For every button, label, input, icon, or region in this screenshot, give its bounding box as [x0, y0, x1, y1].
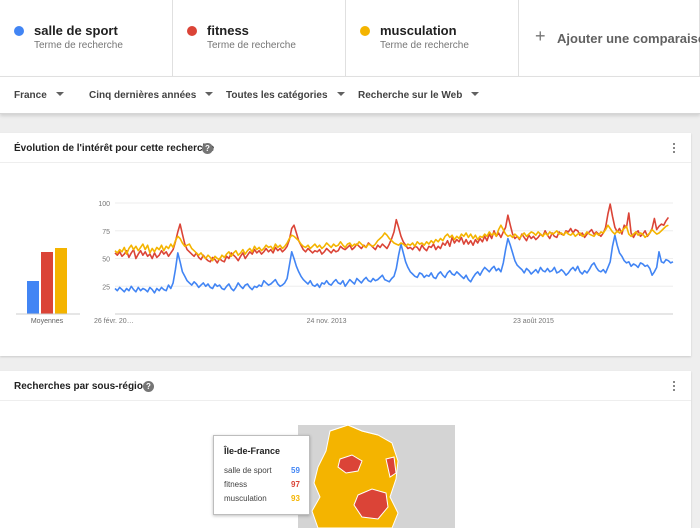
series-color-dot — [360, 26, 370, 36]
tooltip-row: fitness 97 — [224, 480, 304, 489]
map-border — [329, 424, 379, 436]
tooltip-row-value: 93 — [291, 494, 300, 503]
search-term-name: fitness — [207, 23, 249, 38]
chevron-down-icon — [205, 92, 214, 97]
search-term-musculation[interactable]: musculation Terme de recherche — [346, 0, 519, 76]
map-region-alsace[interactable] — [385, 456, 397, 478]
tooltip-row-value: 97 — [291, 480, 300, 489]
search-term-name: salle de sport — [34, 23, 118, 38]
tooltip-region-name: Île-de-France — [224, 446, 281, 456]
category-filter-dropdown[interactable]: Toutes les catégories — [226, 90, 345, 101]
average-bar — [55, 248, 67, 314]
region-filter-value: France — [14, 90, 47, 101]
y-tick-label: 25 — [102, 284, 110, 291]
series-color-dot — [14, 26, 24, 36]
tooltip-row-value: 59 — [291, 466, 300, 475]
add-comparison-button[interactable]: + Ajouter une comparaison — [519, 0, 700, 76]
interest-card-title: Évolution de l'intérêt pour cette recher… — [14, 143, 215, 154]
interest-over-time-card: Évolution de l'intérêt pour cette recher… — [0, 133, 691, 356]
series-line-salle-de-sport — [114, 234, 674, 294]
map-region-ile-de-france[interactable] — [337, 454, 363, 474]
add-comparison-label: Ajouter une comparaison — [557, 31, 700, 46]
period-filter-dropdown[interactable]: Cinq dernières années — [89, 90, 214, 101]
card-header: Recherches par sous-région ? — [0, 371, 691, 401]
average-bar — [41, 252, 53, 314]
search-terms-bar: salle de sport Terme de recherche fitnes… — [0, 0, 700, 76]
x-tick-label: 24 nov. 2013 — [307, 318, 347, 325]
region-filter-dropdown[interactable]: France — [14, 90, 64, 101]
tooltip-row: musculation 93 — [224, 494, 304, 503]
help-icon[interactable]: ? — [143, 381, 154, 392]
chevron-down-icon — [336, 92, 345, 97]
tooltip-row-label: fitness — [224, 480, 248, 489]
map-region-rhone-alpes[interactable] — [353, 488, 389, 520]
series-line-fitness — [114, 203, 670, 264]
filters-bar: France Cinq dernières années Toutes les … — [0, 76, 700, 114]
chevron-down-icon — [55, 92, 64, 97]
france-map[interactable] — [0, 401, 691, 528]
search-term-subtitle: Terme de recherche — [207, 40, 296, 51]
period-filter-value: Cinq dernières années — [89, 90, 197, 101]
region-map — [0, 401, 691, 528]
search-term-name: musculation — [380, 23, 457, 38]
search-type-filter-dropdown[interactable]: Recherche sur le Web — [358, 90, 480, 101]
averages-label: Moyennes — [31, 318, 64, 325]
region-interest-card: Recherches par sous-région ? — [0, 371, 691, 528]
category-filter-value: Toutes les catégories — [226, 90, 328, 101]
search-term-subtitle: Terme de recherche — [380, 40, 469, 51]
card-header: Évolution de l'intérêt pour cette recher… — [0, 133, 691, 163]
more-vert-icon[interactable] — [670, 380, 678, 394]
chevron-down-icon — [471, 92, 480, 97]
series-line-musculation — [114, 224, 669, 262]
region-tooltip: Île-de-France salle de sport 59 fitness … — [213, 435, 310, 515]
tooltip-row: salle de sport 59 — [224, 466, 304, 475]
search-term-fitness[interactable]: fitness Terme de recherche — [173, 0, 346, 76]
tooltip-row-label: salle de sport — [224, 466, 272, 475]
average-bar — [27, 281, 39, 314]
search-term-subtitle: Terme de recherche — [34, 40, 123, 51]
x-tick-label: 23 août 2015 — [513, 318, 554, 325]
plus-icon: + — [535, 26, 546, 46]
search-term-salle-de-sport[interactable]: salle de sport Terme de recherche — [0, 0, 173, 76]
x-tick-label: 26 févr. 20… — [94, 318, 134, 325]
tooltip-row-label: musculation — [224, 494, 267, 503]
y-tick-label: 100 — [98, 201, 110, 208]
help-icon[interactable]: ? — [202, 143, 213, 154]
series-color-dot — [187, 26, 197, 36]
interest-chart: Moyennes 25 50 75 100 26 févr. 20… 24 nov. 201… — [16, 201, 674, 325]
y-tick-label: 50 — [102, 257, 110, 264]
search-type-filter-value: Recherche sur le Web — [358, 90, 463, 101]
region-card-title: Recherches par sous-région — [14, 381, 150, 392]
y-tick-label: 75 — [102, 229, 110, 236]
more-vert-icon[interactable] — [670, 142, 678, 156]
